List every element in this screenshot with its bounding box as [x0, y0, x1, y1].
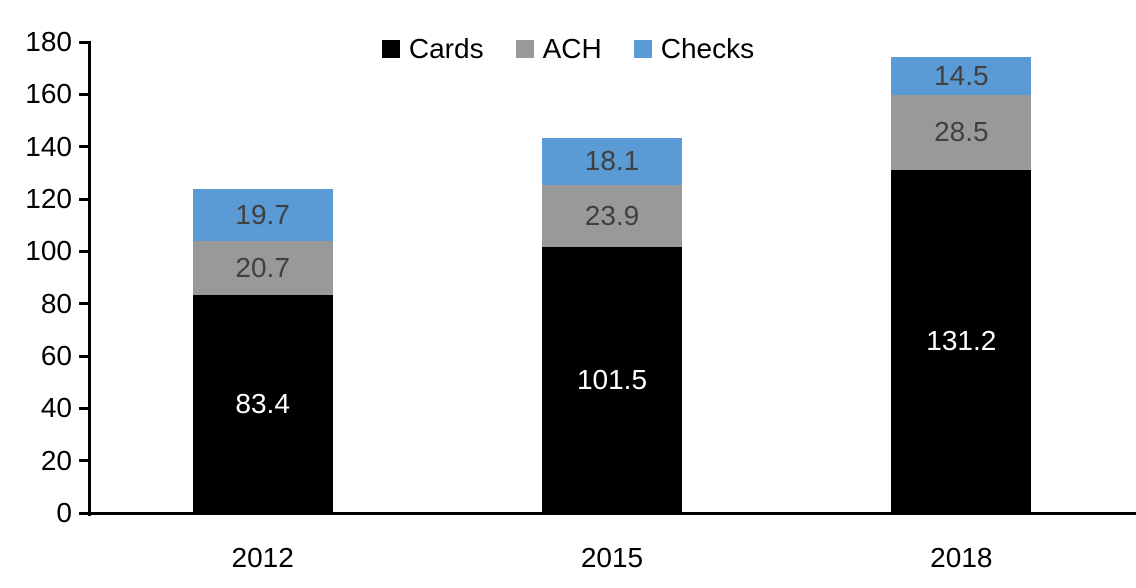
y-tick-label: 20 [40, 444, 72, 476]
y-tick-label: 0 [56, 497, 72, 528]
y-tick-mark [79, 459, 91, 463]
y-tick-mark [79, 249, 91, 253]
y-tick-label: 120 [25, 183, 72, 214]
bar-value-label: 101.5 [576, 364, 648, 396]
x-category-label: 2018 [930, 542, 993, 573]
chart-legend: Cards ACH Checks [0, 34, 1136, 64]
bar-value-label: 18.1 [584, 145, 640, 177]
bar-segment-checks-2015: 18.1 [542, 137, 682, 185]
y-tick-mark [79, 145, 91, 149]
bar-segment-checks-2018: 14.5 [891, 57, 1032, 96]
y-axis-line [88, 42, 91, 516]
bar-value-label: 19.7 [235, 198, 290, 230]
y-tick-mark [79, 302, 91, 306]
y-tick-label: 40 [40, 392, 72, 424]
y-tick-label: 180 [25, 26, 72, 57]
bar-value-label: 20.7 [235, 251, 290, 283]
legend-swatch-ach-icon [515, 40, 534, 58]
bar-segment-ach-2012: 20.7 [192, 240, 333, 295]
legend-label: Checks [660, 33, 755, 64]
x-axis-line [79, 512, 1136, 515]
bar-value-label: 131.2 [926, 325, 997, 357]
bar-value-label: 23.9 [584, 200, 640, 232]
legend-swatch-checks-icon [633, 40, 652, 58]
x-category-label: 2012 [231, 542, 294, 573]
y-tick-mark [79, 406, 91, 410]
bar-segment-ach-2018: 28.5 [891, 95, 1032, 170]
y-tick-label: 160 [25, 78, 72, 110]
bar-value-label: 28.5 [934, 116, 989, 148]
bar-segment-cards-2015: 101.5 [542, 247, 682, 513]
legend-label: ACH [542, 33, 602, 64]
legend-swatch-cards-icon [381, 40, 400, 58]
y-tick-mark [79, 92, 91, 96]
bar-segment-ach-2015: 23.9 [542, 184, 682, 248]
bar-segment-cards-2018: 131.2 [891, 169, 1032, 513]
bar-segment-cards-2012: 83.4 [192, 294, 333, 513]
x-category-label: 2015 [580, 542, 644, 573]
bar-value-label: 14.5 [934, 60, 989, 92]
bar-value-label: 83.4 [235, 387, 290, 419]
legend-item-checks: Checks [633, 33, 755, 64]
bar-segment-checks-2012: 19.7 [192, 189, 333, 241]
legend-item-cards: Cards [381, 33, 484, 64]
y-tick-mark [79, 197, 91, 201]
y-tick-mark [79, 40, 91, 44]
legend-item-ach: ACH [515, 33, 602, 64]
legend-label: Cards [408, 33, 484, 64]
y-tick-label: 60 [40, 340, 72, 371]
y-tick-label: 80 [40, 287, 72, 319]
y-tick-mark [79, 354, 91, 358]
y-tick-label: 140 [25, 130, 72, 162]
y-tick-label: 100 [25, 235, 72, 267]
